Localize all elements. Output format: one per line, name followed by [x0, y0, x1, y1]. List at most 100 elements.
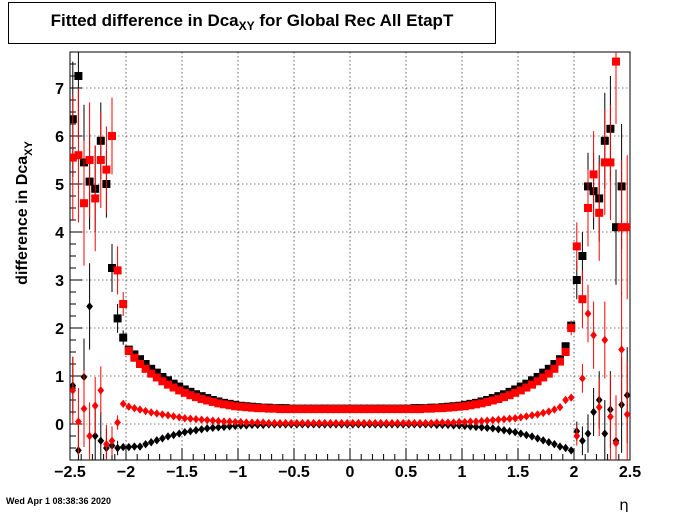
data-point-diamond: [142, 439, 149, 449]
data-point-diamond: [259, 418, 267, 427]
data-point-diamond: [567, 393, 575, 402]
data-point-diamond: [377, 418, 385, 428]
data-point-square: [85, 156, 94, 164]
data-point-diamond: [461, 417, 469, 427]
data-point-diamond: [383, 418, 390, 428]
data-point-square: [130, 353, 139, 362]
data-point-diamond: [198, 425, 205, 434]
data-point-square: [399, 405, 408, 414]
data-point-square: [584, 204, 592, 212]
data-point-diamond: [136, 405, 144, 414]
data-point-diamond: [226, 417, 233, 426]
data-point-square: [164, 380, 172, 389]
data-point-diamond: [551, 405, 558, 414]
data-point-diamond: [349, 418, 357, 428]
data-point-diamond: [623, 410, 630, 419]
data-point-diamond: [293, 418, 301, 428]
data-point-square: [427, 404, 436, 413]
data-point-diamond: [601, 335, 609, 345]
data-point-square: [231, 402, 240, 411]
data-point-square: [550, 364, 559, 373]
data-point-square: [270, 404, 279, 413]
data-point-diamond: [136, 442, 144, 451]
data-point-diamond: [472, 417, 480, 426]
data-point-square: [225, 401, 234, 410]
data-point-diamond: [164, 432, 172, 441]
data-point-diamond: [551, 439, 558, 449]
data-point-diamond: [567, 446, 575, 455]
data-point-square: [365, 405, 374, 414]
data-point-diamond: [584, 429, 592, 438]
data-point-square: [522, 383, 531, 392]
data-point-square: [371, 405, 380, 414]
data-point-square: [561, 348, 570, 356]
data-point-diamond: [366, 418, 373, 428]
data-point-square: [449, 403, 458, 412]
data-point-square: [416, 405, 424, 414]
data-point-diamond: [114, 443, 121, 453]
data-point-square: [309, 405, 318, 414]
data-point-square: [477, 399, 486, 408]
data-point-diamond: [159, 410, 166, 419]
data-point-square: [276, 405, 284, 414]
data-point-square: [208, 397, 217, 406]
data-point-square: [516, 386, 525, 395]
data-point-diamond: [142, 406, 149, 416]
data-point-square: [382, 405, 391, 414]
data-point-diamond: [562, 395, 569, 405]
data-point-diamond: [618, 345, 625, 354]
data-point-square: [147, 369, 156, 378]
data-point-diamond: [539, 408, 547, 418]
data-point-square: [421, 404, 430, 413]
data-point-square: [376, 405, 385, 414]
y-tick-label: 7: [55, 81, 64, 98]
data-point-square: [315, 405, 324, 414]
data-point-diamond: [80, 404, 88, 413]
data-point-square: [253, 404, 262, 413]
data-point-diamond: [282, 418, 289, 428]
data-point-square: [544, 364, 553, 373]
data-point-diamond: [500, 426, 508, 435]
data-point-square: [136, 360, 144, 368]
data-point-diamond: [556, 403, 564, 412]
data-point-square: [186, 391, 195, 400]
data-point-diamond: [489, 415, 497, 425]
data-point-square: [96, 156, 105, 164]
data-point-square: [606, 158, 615, 167]
data-point-diamond: [584, 309, 592, 318]
x-tick-label: −2.5: [54, 464, 86, 481]
data-point-square: [220, 400, 228, 409]
data-point-square: [164, 376, 172, 385]
data-point-diamond: [545, 438, 553, 447]
data-point-diamond: [226, 422, 233, 431]
data-point-diamond: [299, 418, 306, 428]
data-point-diamond: [371, 418, 379, 428]
data-point-square: [572, 242, 581, 251]
data-point-diamond: [114, 418, 121, 427]
data-point-square: [617, 223, 626, 232]
data-point-square: [505, 391, 514, 400]
data-point-diamond: [271, 418, 278, 428]
data-point-square: [528, 376, 536, 385]
data-point-diamond: [103, 439, 110, 449]
data-point-diamond: [192, 426, 200, 435]
data-point-square: [539, 373, 548, 382]
data-point-diamond: [203, 415, 211, 425]
data-point-square: [119, 333, 128, 342]
data-point-diamond: [517, 413, 525, 422]
data-point-diamond: [187, 414, 194, 423]
data-point-diamond: [147, 438, 155, 447]
data-point-diamond: [187, 427, 194, 436]
data-point-square: [175, 386, 184, 395]
data-point-diamond: [506, 427, 513, 436]
data-point-square: [80, 199, 88, 208]
data-point-diamond: [455, 417, 463, 427]
data-point-diamond: [287, 418, 295, 428]
data-point-square: [466, 401, 475, 410]
data-point-diamond: [220, 422, 228, 432]
data-point-square: [102, 165, 111, 174]
data-point-diamond: [355, 418, 362, 428]
data-point-square: [236, 402, 245, 411]
title-subscript: XY: [238, 19, 255, 33]
data-point-diamond: [500, 415, 508, 424]
